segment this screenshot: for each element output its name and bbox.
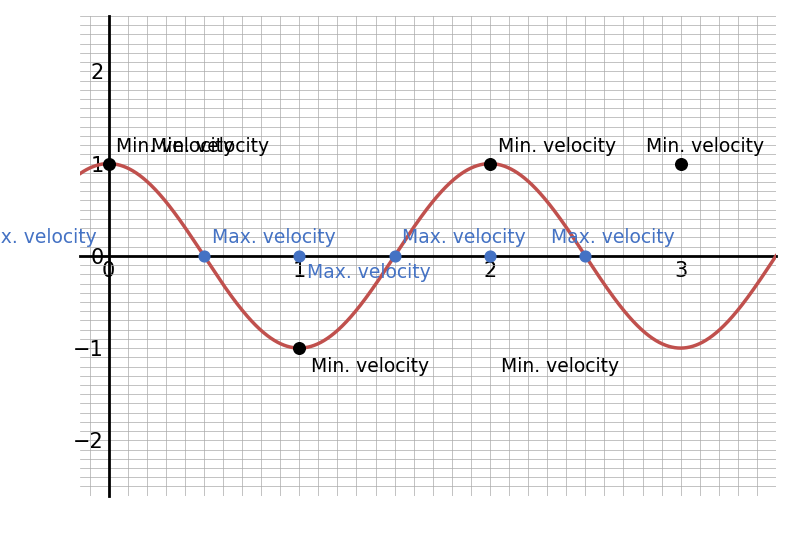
Point <box>483 159 496 168</box>
Point <box>293 252 306 260</box>
Point <box>102 159 115 168</box>
Text: Min. velocity: Min. velocity <box>116 137 234 156</box>
Text: Max. velocity: Max. velocity <box>0 228 97 247</box>
Point <box>483 252 496 260</box>
Point <box>388 252 401 260</box>
Text: Max. velocity: Max. velocity <box>211 228 335 247</box>
Text: Min. velocity: Min. velocity <box>502 357 619 376</box>
Text: Max. velocity: Max. velocity <box>402 228 526 247</box>
Text: Min. velocity: Min. velocity <box>498 137 616 156</box>
Text: Max. velocity: Max. velocity <box>551 228 674 247</box>
Text: Min. velocity: Min. velocity <box>646 137 765 156</box>
Text: Min. velocity: Min. velocity <box>310 357 429 376</box>
Point <box>579 252 592 260</box>
Point <box>198 252 210 260</box>
Text: Min. velocity: Min. velocity <box>150 137 269 156</box>
Text: Max. velocity: Max. velocity <box>307 263 430 282</box>
Point <box>293 344 306 352</box>
Point <box>674 159 687 168</box>
